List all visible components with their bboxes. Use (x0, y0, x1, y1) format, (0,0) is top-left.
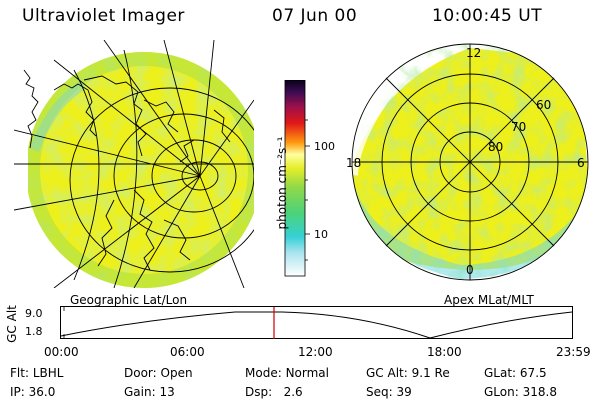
info-gc-alt: GC Alt: 9.1 Re (366, 366, 450, 380)
geographic-globe-image (14, 40, 254, 288)
apex-polar-plot (351, 43, 589, 281)
info-glat: GLat: 67.5 (484, 366, 547, 380)
time-tick-0000: 00:00 (44, 345, 79, 359)
time-label: 10:00:45 UT (432, 6, 543, 26)
intensity-colorbar (284, 80, 310, 277)
info-mode: Mode: Normal (245, 366, 329, 380)
mlt-label-12: 12 (466, 46, 482, 60)
time-tick-2359: 23:59 (556, 345, 591, 359)
time-tick-1800: 18:00 (427, 345, 462, 359)
left-panel-caption: Geographic Lat/Lon (70, 293, 188, 307)
altitude-tick-low: 1.8 (25, 325, 43, 338)
info-seq: Seq: 39 (366, 385, 412, 399)
right-panel-caption: Apex MLat/MLT (444, 293, 534, 307)
mlat-label-80: 80 (488, 140, 504, 154)
mlt-label-6: 6 (577, 156, 585, 170)
colorbar-tick-100: 100 (314, 140, 335, 153)
altitude-timeline-plot (60, 306, 573, 339)
info-gain: Gain: 13 (124, 385, 175, 399)
colorbar-tick-10: 10 (314, 228, 328, 241)
info-flt: Flt: LBHL (10, 366, 64, 380)
mlt-label-18: 18 (346, 156, 362, 170)
info-ip: IP: 36.0 (10, 385, 56, 399)
time-tick-1200: 12:00 (298, 345, 333, 359)
instrument-title: Ultraviolet Imager (22, 6, 185, 26)
mlat-label-60: 60 (536, 98, 552, 112)
info-glon: GLon: 318.8 (484, 385, 557, 399)
mlt-label-0: 0 (466, 263, 474, 277)
altitude-axis-label: GC Alt (5, 305, 19, 343)
time-tick-0600: 06:00 (170, 345, 205, 359)
info-door: Door: Open (124, 366, 193, 380)
altitude-tick-high: 9.0 (25, 307, 43, 320)
info-dsp: Dsp: 2.6 (245, 385, 303, 399)
colorbar-unit-label: photon cm⁻²s⁻¹ (275, 136, 289, 230)
mlat-label-70: 70 (511, 120, 527, 134)
date-label: 07 Jun 00 (272, 6, 358, 26)
